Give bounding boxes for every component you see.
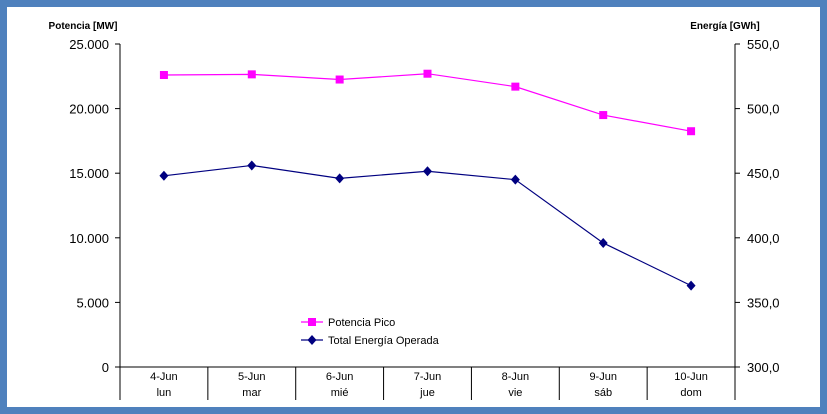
left-tick-label: 5.000 — [76, 295, 109, 310]
x-day-label: sáb — [594, 387, 612, 399]
left-axis-title: Potencia [MW] — [49, 21, 118, 32]
right-axis-title: Energía [GWh] — [690, 21, 759, 32]
right-tick-label: 350,0 — [747, 295, 780, 310]
left-tick-label: 15.000 — [69, 166, 109, 181]
right-tick-label: 500,0 — [747, 102, 780, 117]
x-tick-label: 9-Jun — [589, 371, 617, 383]
x-tick-label: 10-Jun — [674, 371, 708, 383]
data-point-potencia-pico — [687, 127, 696, 136]
legend-item-potencia-pico: Potencia Pico — [301, 317, 395, 329]
data-point-potencia-pico — [335, 75, 344, 84]
chart-frame: Potencia [MW] Energía [GWh] 0 5.000 10.000… — [7, 7, 820, 407]
x-tick-label: 5-Jun — [238, 371, 266, 383]
line-chart: Potencia [MW] Energía [GWh] 0 5.000 10.000… — [49, 21, 780, 400]
x-tick-label: 6-Jun — [326, 371, 354, 383]
x-day-label: jue — [419, 387, 435, 399]
data-point-potencia-pico — [247, 70, 256, 79]
legend-marker-potencia-pico — [308, 318, 316, 326]
x-day-label: mar — [242, 387, 261, 399]
data-point-total-energia-operada — [335, 173, 345, 184]
tick-labels: 0 5.000 10.000 15.000 20.000 25.000 300,0 350,0… — [69, 37, 779, 399]
chart-axes — [115, 43, 740, 400]
data-point-total-energia-operada — [423, 166, 432, 177]
data-point-total-energia-operada — [247, 160, 257, 171]
legend-item-energia-operada: Total Energía Operada — [301, 335, 440, 347]
data-point-total-energia-operada — [510, 174, 520, 185]
left-tick-label: 20.000 — [69, 102, 109, 117]
data-point-potencia-pico — [159, 71, 168, 80]
series-line-total-energia-operada — [163, 164, 692, 287]
series-line-potencia-pico — [163, 73, 692, 132]
data-point-potencia-pico — [511, 82, 520, 91]
left-tick-label: 25.000 — [69, 37, 109, 52]
right-tick-label: 550,0 — [747, 37, 780, 52]
legend-label-energia-operada: Total Energía Operada — [328, 335, 440, 347]
data-point-total-energia-operada — [159, 170, 169, 181]
x-day-label: mié — [331, 387, 349, 399]
chart-series — [159, 69, 696, 291]
right-tick-label: 300,0 — [747, 360, 780, 375]
right-tick-label: 400,0 — [747, 231, 780, 246]
x-tick-label: 8-Jun — [502, 371, 530, 383]
data-point-potencia-pico — [599, 111, 608, 120]
x-day-label: vie — [508, 387, 522, 399]
data-point-total-energia-operada — [598, 237, 608, 248]
x-day-label: dom — [680, 387, 701, 399]
data-point-total-energia-operada — [686, 280, 696, 291]
series-potencia-pico — [159, 69, 696, 136]
x-day-label: lun — [157, 387, 172, 399]
data-point-potencia-pico — [423, 69, 432, 78]
legend-marker-energia-operada — [307, 335, 317, 345]
legend-label-potencia-pico: Potencia Pico — [328, 317, 395, 329]
chart-legend: Potencia Pico Total Energía Operada — [301, 317, 440, 347]
left-tick-label: 0 — [102, 360, 109, 375]
left-tick-label: 10.000 — [69, 231, 109, 246]
x-tick-label: 7-Jun — [414, 371, 442, 383]
x-tick-label: 4-Jun — [150, 371, 178, 383]
series-total-energia-operada — [159, 160, 696, 291]
right-tick-label: 450,0 — [747, 166, 780, 181]
